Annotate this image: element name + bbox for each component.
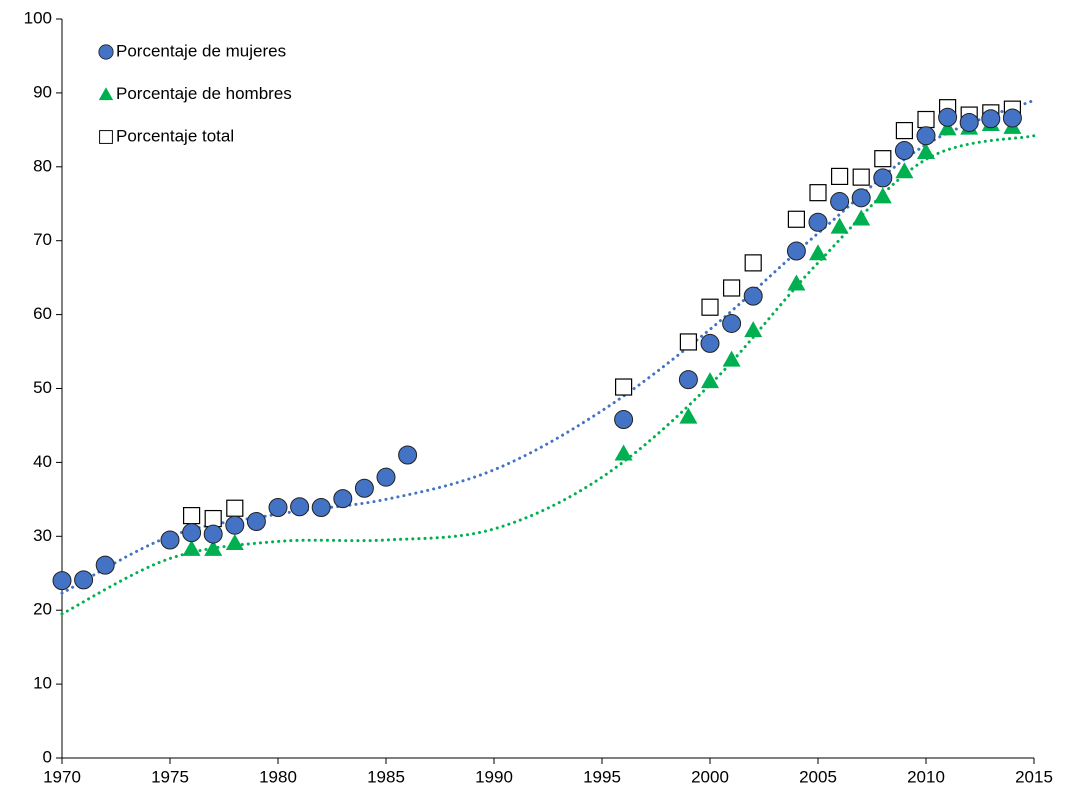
y-tick-label: 60: [33, 304, 52, 323]
y-tick-label: 50: [33, 378, 52, 397]
point: [204, 539, 223, 556]
y-tick-label: 0: [43, 747, 52, 766]
point: [722, 313, 742, 333]
point: [722, 279, 741, 297]
point: [830, 167, 849, 186]
point: [873, 168, 893, 188]
point: [852, 168, 870, 186]
point: [852, 209, 871, 226]
point: [917, 143, 935, 160]
point: [225, 533, 244, 550]
point: [614, 410, 634, 430]
point: [701, 298, 719, 316]
legend-label: Porcentaje de mujeres: [116, 41, 286, 60]
x-tick-label: 1975: [151, 767, 189, 786]
point: [701, 372, 719, 389]
point: [938, 107, 958, 127]
point: [678, 370, 698, 390]
point: [268, 497, 288, 517]
point: [895, 162, 914, 179]
point: [311, 497, 331, 517]
point: [182, 539, 201, 556]
point: [895, 121, 914, 140]
point: [917, 110, 935, 129]
point: [874, 150, 892, 168]
y-tick-label: 70: [33, 230, 52, 249]
legend-marker: [98, 87, 114, 101]
point: [786, 241, 806, 261]
x-tick-label: 1985: [367, 767, 405, 786]
point: [203, 524, 223, 544]
point: [183, 507, 201, 525]
point: [894, 141, 914, 161]
point: [679, 333, 698, 351]
legend-marker: [98, 44, 114, 60]
y-tick-label: 20: [33, 600, 52, 619]
point: [743, 286, 763, 306]
x-tick-label: 2000: [691, 767, 729, 786]
point: [95, 555, 115, 575]
legend-marker: [99, 130, 113, 144]
point: [744, 254, 762, 272]
point: [808, 212, 828, 232]
point: [398, 445, 418, 465]
y-tick-label: 90: [33, 82, 52, 101]
point: [333, 489, 353, 509]
legend-label: Porcentaje total: [116, 126, 234, 145]
point: [787, 210, 806, 228]
point: [225, 515, 245, 535]
point: [354, 478, 374, 498]
point: [52, 571, 72, 591]
x-tick-label: 2010: [907, 767, 945, 786]
point: [830, 217, 849, 234]
point: [744, 321, 763, 338]
point: [74, 570, 94, 590]
x-tick-label: 1990: [475, 767, 513, 786]
x-tick-label: 2005: [799, 767, 837, 786]
point: [938, 119, 957, 136]
y-tick-label: 30: [33, 526, 52, 545]
y-tick-label: 100: [24, 8, 52, 27]
y-tick-label: 80: [33, 156, 52, 175]
point: [851, 188, 871, 208]
point: [722, 350, 741, 367]
point: [290, 497, 310, 517]
point: [873, 187, 892, 204]
y-tick-label: 10: [33, 674, 52, 693]
point: [809, 244, 827, 261]
point: [981, 109, 1001, 129]
trend-line: [60, 134, 1036, 616]
point: [787, 274, 806, 291]
point: [246, 512, 266, 532]
point: [160, 530, 180, 550]
x-tick-label: 1970: [43, 767, 81, 786]
point: [809, 184, 827, 202]
point: [1002, 108, 1022, 128]
legend-label: Porcentaje de hombres: [116, 84, 292, 103]
point: [830, 192, 850, 212]
point: [679, 407, 698, 424]
trend-line: [60, 98, 1036, 595]
point: [700, 333, 720, 353]
x-tick-label: 2015: [1015, 767, 1053, 786]
y-tick-label: 40: [33, 452, 52, 471]
point: [916, 126, 936, 146]
point: [614, 444, 633, 461]
x-tick-label: 1995: [583, 767, 621, 786]
point: [614, 378, 633, 396]
point: [376, 467, 396, 487]
point: [182, 523, 202, 543]
point: [204, 509, 222, 528]
x-tick-label: 1980: [259, 767, 297, 786]
point: [959, 112, 979, 132]
point: [226, 499, 244, 517]
